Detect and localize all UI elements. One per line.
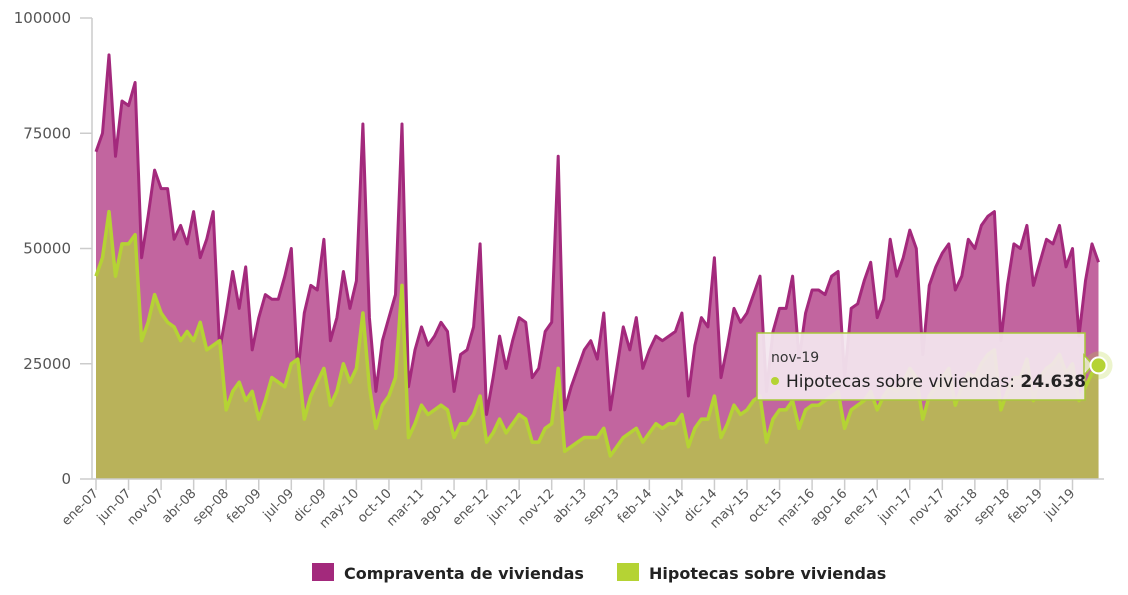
legend-label-hipotecas[interactable]: Hipotecas sobre viviendas xyxy=(649,564,886,583)
tooltip-box xyxy=(756,332,1086,401)
tooltip-series-label: Hipotecas sobre viviendas: xyxy=(786,372,1015,392)
legend: Compraventa de viviendas Hipotecas sobre… xyxy=(312,563,886,583)
x-tick-label: nov-17 xyxy=(906,486,948,528)
tooltip-pointer xyxy=(1083,353,1095,377)
legend-swatch-compraventa xyxy=(312,563,334,581)
tooltip-date: nov-19 xyxy=(771,350,819,366)
x-tick-label: nov-07 xyxy=(125,486,167,528)
x-tick-label: ene-12 xyxy=(450,486,493,529)
x-tick-label: ene-17 xyxy=(840,486,883,529)
area-hipotecas xyxy=(96,211,1099,479)
y-tick-label: 100000 xyxy=(14,9,71,27)
y-tick-label: 75000 xyxy=(23,124,71,142)
x-tick-label: nov-12 xyxy=(515,486,557,528)
y-tick-label: 0 xyxy=(61,470,71,488)
y-tick-label: 50000 xyxy=(23,240,71,258)
x-tick-label: jul-14 xyxy=(650,486,687,523)
svg-text:Hipotecas sobre viviendas: 24.: Hipotecas sobre viviendas: 24.638 xyxy=(786,372,1086,392)
y-tick-label: 25000 xyxy=(23,355,71,373)
x-tick-label: jul-19 xyxy=(1041,486,1078,523)
legend-swatch-hipotecas xyxy=(617,563,639,581)
x-tick-label: feb-09 xyxy=(224,486,264,526)
line-compraventa xyxy=(94,53,1100,416)
x-tick-label: feb-19 xyxy=(1005,486,1045,526)
x-tick-label: jul-09 xyxy=(260,486,297,523)
x-tick-label: feb-14 xyxy=(615,486,655,526)
x-tick-label: sep-18 xyxy=(971,486,1013,528)
hover-marker xyxy=(1089,356,1108,375)
tooltip: nov-19 Hipotecas sobre viviendas: 24.638 xyxy=(756,332,1095,401)
tooltip-series-dot xyxy=(771,377,779,385)
x-tick-label: sep-13 xyxy=(581,486,623,528)
x-tick-label: ene-07 xyxy=(59,486,102,529)
legend-label-compraventa[interactable]: Compraventa de viviendas xyxy=(344,564,584,583)
tooltip-value: 24.638 xyxy=(1020,372,1086,392)
x-tick-label: sep-08 xyxy=(190,486,232,528)
